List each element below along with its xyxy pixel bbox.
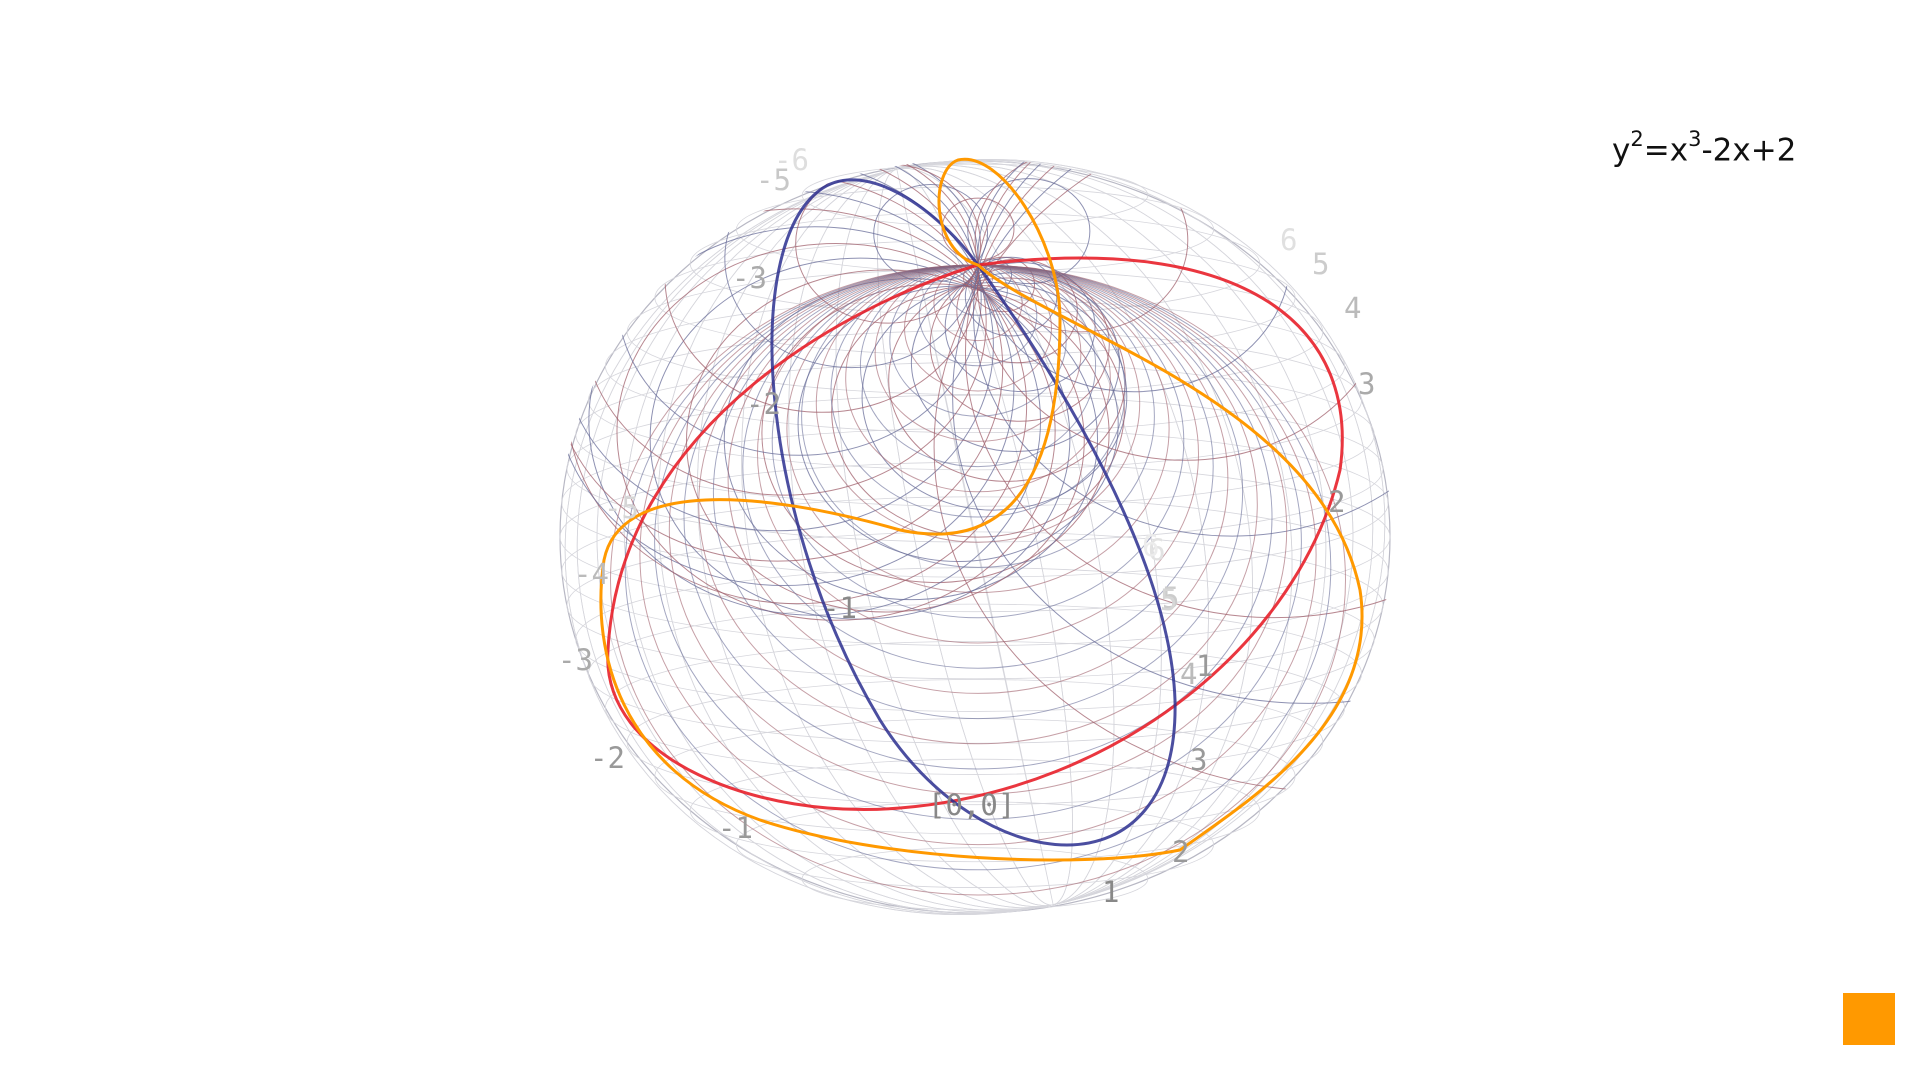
grid-latitude-line — [575, 362, 1375, 507]
imag-axis-label: -2 — [746, 387, 781, 421]
real-axis-label: 5 — [1162, 581, 1179, 615]
real-axis-label: -3 — [558, 643, 593, 677]
imag-axis-label: -5 — [756, 163, 791, 197]
grid-latitude-line — [559, 461, 1391, 613]
grid-latitude-line — [604, 640, 1346, 775]
mesh-circle — [956, 258, 1078, 364]
origin-label: [0,0] — [928, 788, 1015, 822]
imag-axis-label: 6 — [1280, 223, 1297, 257]
imag-axis-label: 5 — [1312, 247, 1329, 281]
imag-axis-label: 3 — [1358, 367, 1375, 401]
mesh-circle — [582, 159, 987, 496]
center-tick-label: 5 — [1160, 583, 1177, 617]
real-axis-label: -5 — [604, 491, 639, 525]
coordinate-circle-mesh — [558, 159, 1392, 896]
equation-rhs-tail: -2x+2 — [1701, 132, 1797, 169]
equation-rhs-exponent: 3 — [1688, 127, 1702, 151]
mesh-circle — [952, 159, 1392, 704]
grid-latitude-line — [735, 801, 1215, 888]
mesh-circle — [974, 159, 1189, 333]
imag-axis-label: 2 — [1328, 485, 1345, 519]
grid-latitude-line — [626, 679, 1324, 806]
equation-rhs-base: x — [1669, 132, 1689, 169]
elliptic-curve-path — [599, 157, 1364, 862]
grid-latitude-line — [689, 758, 1261, 863]
mesh-circle — [668, 264, 1288, 795]
center-tick-label: 1 — [1196, 649, 1213, 683]
real-axis-label: -1 — [718, 811, 753, 845]
mesh-circle — [976, 159, 1392, 461]
grid-longitude-line — [564, 159, 1386, 915]
equation-equals: = — [1643, 132, 1670, 169]
mesh-circle — [861, 282, 1128, 511]
color-swatch-icon[interactable] — [1843, 993, 1895, 1045]
real-axis-circle — [606, 256, 1344, 811]
real-axis-label: 6 — [1148, 533, 1165, 567]
imag-axis-label: 4 — [1344, 291, 1361, 325]
mesh-circle — [761, 283, 1110, 584]
mesh-circle — [797, 285, 1119, 562]
real-axis-label: 2 — [1172, 835, 1189, 869]
real-axis-label: -2 — [590, 741, 625, 775]
mesh-circle — [944, 262, 1096, 392]
mesh-circle — [972, 159, 1392, 537]
real-axis-label: 3 — [1190, 743, 1207, 777]
axis-tick-labels: 1 2 3 4 5 6 -1 -2 -3 -4 -5 2 3 4 5 6 -2 … — [558, 143, 1375, 909]
mesh-circle — [616, 242, 1056, 621]
curve-equation: y2=x3-2x+2 — [1612, 127, 1797, 169]
equation-lhs-exponent: 2 — [1630, 127, 1644, 151]
mesh-circle — [967, 178, 1091, 285]
center-tick-label: 6 — [1142, 529, 1159, 563]
mesh-circle — [588, 226, 1042, 616]
real-axis-label: -4 — [574, 557, 609, 591]
real-axis-label: 1 — [1102, 875, 1119, 909]
highlighted-curves — [599, 157, 1364, 862]
imag-axis-label: -6 — [774, 143, 809, 177]
grid-latitude-line — [561, 496, 1389, 646]
grid-latitude-line — [604, 299, 1346, 434]
grid-latitude-line — [588, 603, 1362, 744]
imaginary-axis-circle — [770, 178, 1177, 847]
grid-latitude-line — [588, 330, 1362, 471]
mesh-circle — [685, 269, 1085, 613]
mesh-circle — [964, 159, 1392, 619]
imag-axis-label: -3 — [732, 261, 767, 295]
grid-latitude-line — [566, 531, 1384, 680]
real-axis-label: 4 — [1180, 657, 1197, 691]
equation-lhs-base: y — [1612, 132, 1631, 169]
center-tick-label: -1 — [822, 591, 857, 625]
